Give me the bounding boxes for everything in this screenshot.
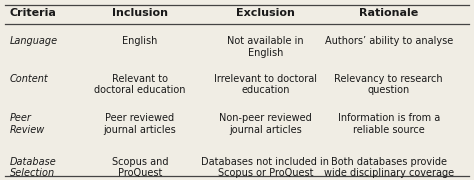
Text: Information is from a
reliable source: Information is from a reliable source [337,113,440,135]
Text: Relevant to
doctoral education: Relevant to doctoral education [94,74,186,95]
Text: Content: Content [9,74,48,84]
Text: Exclusion: Exclusion [236,8,295,19]
Text: Rationale: Rationale [359,8,418,19]
Text: Language: Language [9,36,58,46]
Text: Databases not included in
Scopus or ProQuest: Databases not included in Scopus or ProQ… [201,157,329,178]
Text: Peer
Review: Peer Review [9,113,45,135]
Text: Criteria: Criteria [9,8,56,19]
Text: English: English [122,36,157,46]
Text: Peer reviewed
journal articles: Peer reviewed journal articles [103,113,176,135]
Text: Not available in
English: Not available in English [227,36,304,58]
Text: Relevancy to research
question: Relevancy to research question [334,74,443,95]
Text: Authors’ ability to analyse: Authors’ ability to analyse [325,36,453,46]
Text: Both databases provide
wide disciplinary coverage: Both databases provide wide disciplinary… [324,157,454,178]
Text: Non-peer reviewed
journal articles: Non-peer reviewed journal articles [219,113,312,135]
Text: Irrelevant to doctoral
education: Irrelevant to doctoral education [214,74,317,95]
Text: Scopus and
ProQuest: Scopus and ProQuest [111,157,168,178]
Text: Database
Selection: Database Selection [9,157,56,178]
Text: Inclusion: Inclusion [112,8,168,19]
